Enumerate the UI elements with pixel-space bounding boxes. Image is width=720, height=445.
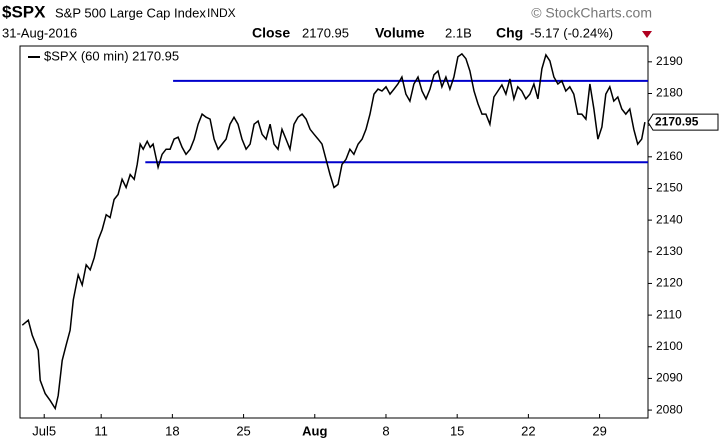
x-tick-label: 25 — [236, 423, 250, 438]
y-tick-label: 2090 — [656, 371, 683, 385]
y-tick-label: 2140 — [656, 212, 683, 226]
y-tick-label: 2150 — [656, 181, 683, 195]
close: 2170.95 — [302, 25, 349, 40]
y-tick-label: 2190 — [656, 54, 683, 68]
y-tick-label: 2110 — [656, 307, 682, 321]
exchange: INDX — [207, 6, 236, 20]
volume: 2.1B — [445, 25, 472, 40]
close-label: Close — [252, 25, 290, 41]
plot-frame — [19, 45, 649, 419]
last-value-tag — [647, 113, 719, 131]
volume-label: Volume — [375, 25, 425, 41]
date: 31-Aug-2016 — [2, 25, 77, 40]
x-tick-label: 18 — [165, 423, 179, 438]
last-value-label: 2170.95 — [655, 114, 699, 128]
y-tick-label: 2160 — [656, 149, 683, 163]
legend-label: $SPX (60 min) 2170.95 — [44, 48, 179, 63]
x-tick-label: 8 — [382, 423, 389, 438]
down-arrow — [642, 31, 652, 38]
x-tick-label: 11 — [94, 423, 108, 438]
y-tick-label: 2130 — [656, 244, 683, 258]
x-tick-label: Aug — [302, 423, 327, 438]
source: © StockCharts.com — [531, 5, 652, 21]
x-tick-label: Jul5 — [32, 423, 56, 438]
y-tick-label: 2100 — [656, 339, 683, 353]
x-tick-label: 29 — [592, 423, 606, 438]
symbol: $SPX — [2, 2, 46, 21]
index-name: S&P 500 Large Cap Index — [55, 5, 206, 20]
x-tick-label: 15 — [450, 423, 464, 438]
chg: -5.17 (-0.24%) — [530, 25, 613, 40]
y-tick-label: 2120 — [656, 276, 683, 290]
x-tick-label: 22 — [521, 423, 535, 438]
price-line — [21, 52, 646, 411]
chg-label: Chg — [496, 25, 523, 41]
y-tick-label: 2180 — [656, 86, 683, 100]
y-tick-label: 2080 — [656, 402, 683, 416]
